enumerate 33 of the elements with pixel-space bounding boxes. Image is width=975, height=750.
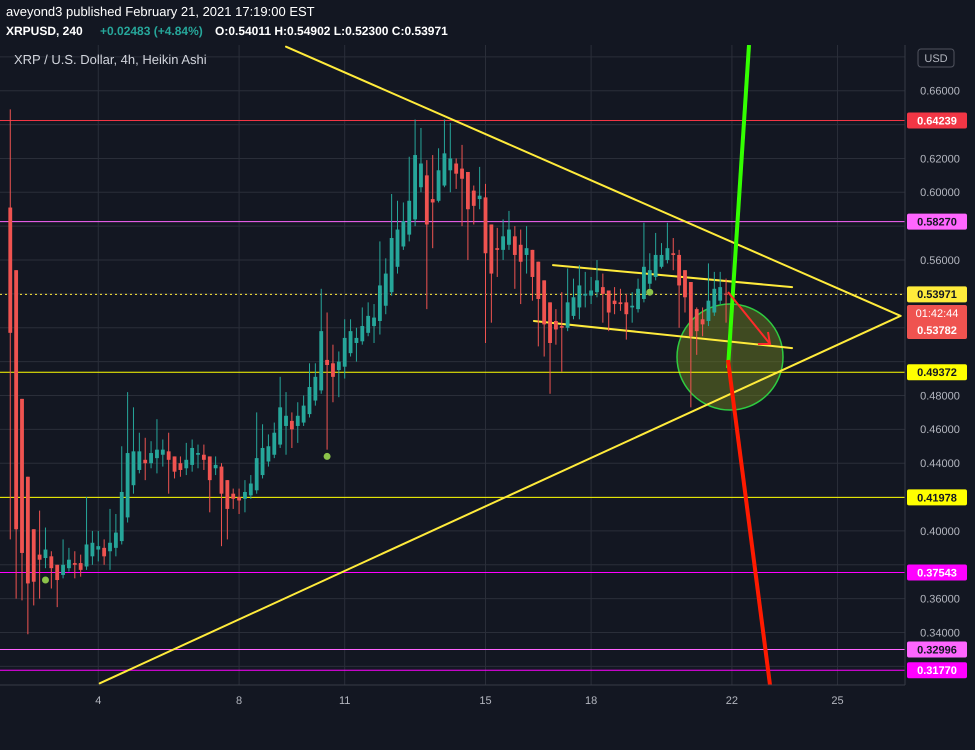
ref-line-label: 0.32996 bbox=[917, 644, 957, 656]
y-tick-label: 0.48000 bbox=[920, 390, 960, 402]
x-tick-label: 15 bbox=[479, 695, 492, 707]
ref-line-label: 0.64239 bbox=[917, 115, 957, 128]
x-tick-label: 8 bbox=[236, 695, 242, 707]
text: O:0.54011 H:0.54902 L:0.52300 C:0.53971 bbox=[215, 24, 448, 38]
y-tick-label: 0.34000 bbox=[920, 627, 960, 640]
x-tick-label: 4 bbox=[95, 695, 102, 707]
y-tick-label: 0.66000 bbox=[920, 86, 960, 98]
text: 0.53782 bbox=[917, 324, 957, 337]
ref-line-label: 0.58270 bbox=[917, 216, 957, 228]
text: USD bbox=[924, 52, 948, 65]
ref-line-label: 0.31770 bbox=[917, 665, 957, 678]
text: XRP / U.S. Dollar, 4h, Heikin Ashi bbox=[14, 52, 207, 67]
y-tick-label: 0.44000 bbox=[920, 458, 960, 470]
y-tick-label: 0.62000 bbox=[920, 153, 960, 166]
y-tick-label: 0.40000 bbox=[920, 526, 960, 538]
y-tick-label: 0.46000 bbox=[920, 424, 960, 436]
y-tick-label: 0.36000 bbox=[920, 594, 960, 606]
chart-subtitle: XRPUSD, 240 bbox=[6, 24, 84, 38]
text: 01:42:44 bbox=[916, 308, 958, 320]
text: aveyond3 published February 21, 2021 17:19:00 EST bbox=[6, 4, 315, 19]
ref-line-label: 0.41978 bbox=[917, 492, 957, 504]
x-tick-label: 25 bbox=[831, 695, 844, 707]
ref-line-label: 0.37543 bbox=[917, 567, 957, 580]
text: +0.02483 (+4.84%) bbox=[100, 24, 203, 38]
x-tick-label: 22 bbox=[726, 695, 738, 707]
x-tick-label: 18 bbox=[584, 695, 598, 707]
ref-line-label: 0.53971 bbox=[917, 289, 957, 302]
y-tick-label: 0.56000 bbox=[920, 254, 960, 267]
ref-line-label: 0.49372 bbox=[917, 367, 957, 380]
x-tick-label: 11 bbox=[338, 695, 350, 707]
y-tick-label: 0.60000 bbox=[920, 187, 960, 200]
